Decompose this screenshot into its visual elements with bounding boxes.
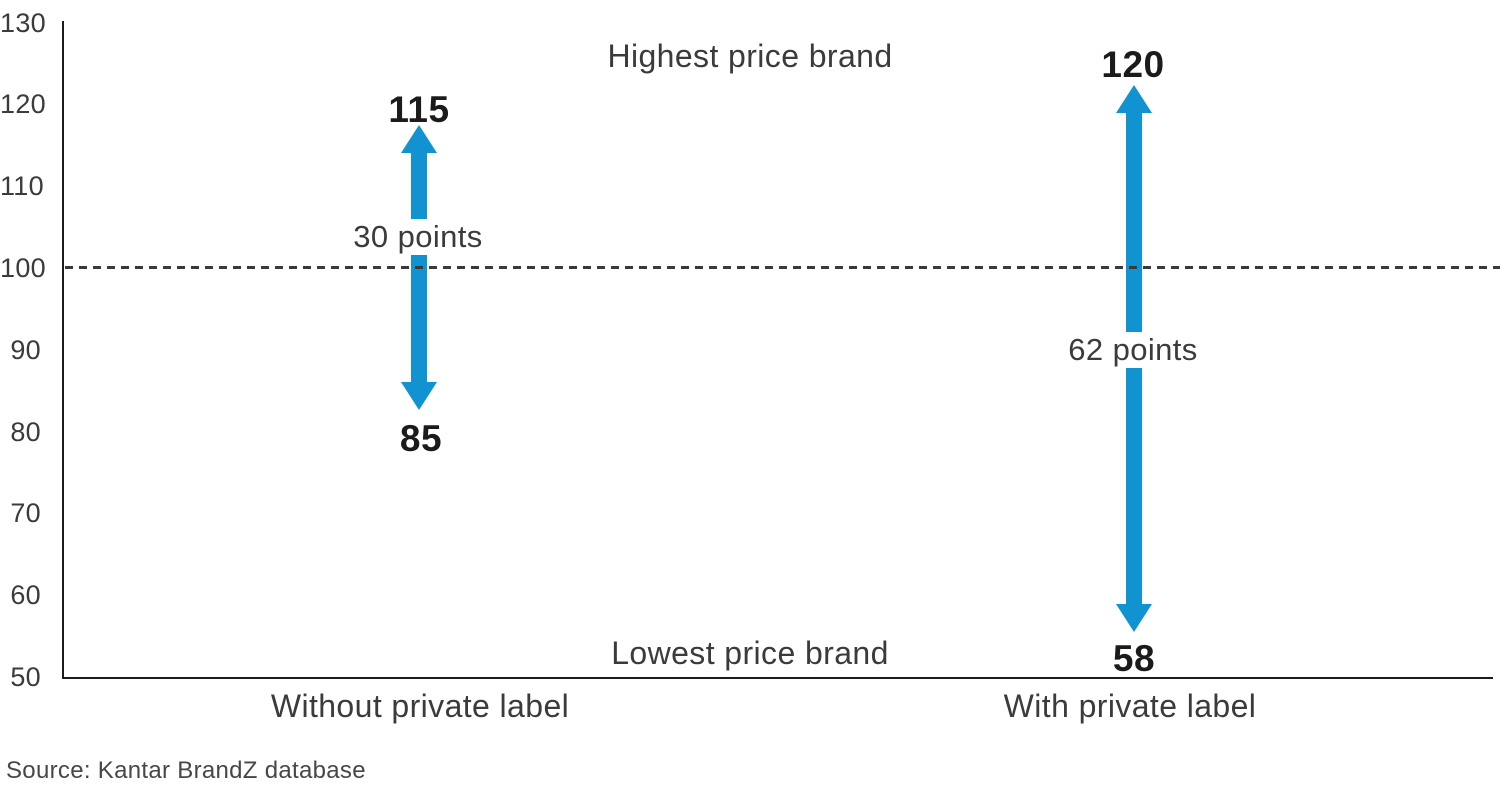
- y-tick-60: 60: [10, 580, 41, 610]
- y-tick-50: 50: [10, 662, 41, 692]
- left-high-value: 115: [388, 89, 450, 130]
- y-axis-line: [62, 21, 64, 679]
- source-attribution: Source: Kantar BrandZ database: [6, 757, 366, 784]
- y-tick-90: 90: [10, 335, 41, 365]
- y-tick-130: 130: [0, 8, 46, 38]
- arrow-up-icon: [401, 125, 437, 153]
- left-low-value: 85: [399, 418, 443, 459]
- right-spread-label: 62 points: [1061, 332, 1205, 368]
- arrow-down-icon: [1116, 604, 1152, 632]
- right-low-value: 58: [1112, 638, 1156, 679]
- lowest-price-brand-label: Lowest price brand: [611, 635, 889, 671]
- category-label-without-private-label: Without private label: [270, 688, 570, 724]
- baseline-100-dashed-line: [65, 266, 1500, 269]
- y-tick-120: 120: [0, 89, 46, 119]
- arrow-down-icon: [401, 382, 437, 410]
- x-axis-line: [62, 677, 1493, 679]
- y-tick-80: 80: [10, 417, 41, 447]
- left-spread-label: 30 points: [346, 219, 490, 255]
- y-tick-70: 70: [10, 498, 41, 528]
- y-tick-100: 100: [0, 253, 46, 283]
- y-tick-110: 110: [0, 171, 44, 201]
- arrow-up-icon: [1116, 85, 1152, 113]
- highest-price-brand-label: Highest price brand: [607, 38, 893, 74]
- category-label-with-private-label: With private label: [1003, 688, 1257, 724]
- right-high-value: 120: [1101, 44, 1165, 85]
